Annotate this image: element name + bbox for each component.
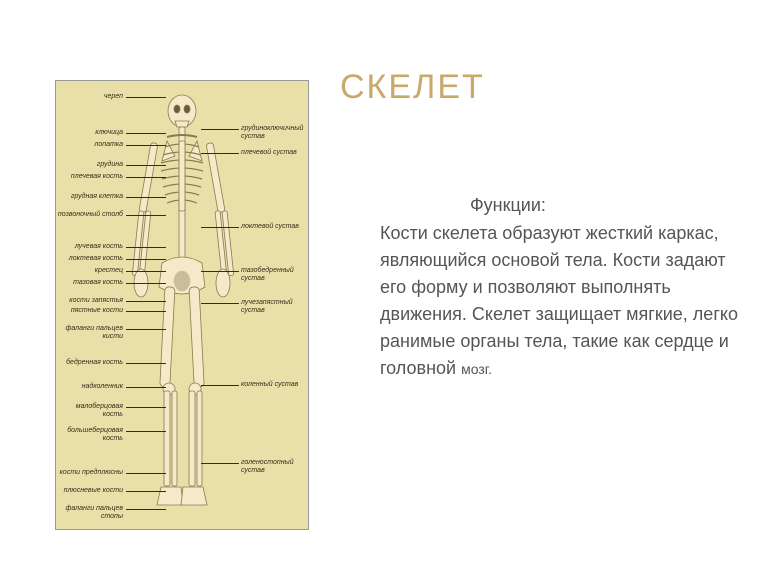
leader-line (201, 303, 239, 304)
anatomy-label-right: тазобедренный сустав (241, 267, 309, 282)
section-heading: Функции: (470, 195, 546, 216)
leader-line (126, 283, 166, 284)
leader-line (126, 431, 166, 432)
anatomy-label-left: надколенник (55, 383, 123, 391)
leader-line (126, 197, 166, 198)
skeleton-diagram-panel: череп ключица лопатка грудина плечевая кость… (55, 80, 309, 530)
leader-line (201, 153, 239, 154)
body-tail: мозг. (461, 361, 492, 377)
anatomy-label-left: локтевая кость (55, 255, 123, 263)
leader-line (201, 227, 239, 228)
anatomy-label-right: голеностопный сустав (241, 459, 309, 474)
anatomy-label-left: кости запястья (55, 297, 123, 305)
leader-line (126, 491, 166, 492)
body-main: Кости скелета образуют жесткий каркас, я… (380, 223, 738, 378)
anatomy-label-left: кости предплюсны (55, 469, 123, 477)
anatomy-label-left: бедренная кость (55, 359, 123, 367)
anatomy-label-right: лучезапястный сустав (241, 299, 309, 314)
leader-line (201, 271, 239, 272)
anatomy-label-left: пястные кости (55, 307, 123, 315)
anatomy-label-left: крестец (55, 267, 123, 275)
anatomy-label-left: плечевая кость (55, 173, 123, 181)
anatomy-label-left: фаланги пальцев стопы (55, 505, 123, 520)
anatomy-label-left: череп (55, 93, 123, 101)
leader-line (126, 177, 166, 178)
anatomy-label-left: грудная клетка (55, 193, 123, 201)
anatomy-label-left: грудина (55, 161, 123, 169)
leader-line (126, 165, 166, 166)
leader-line (126, 473, 166, 474)
anatomy-label-left: лучевая кость (55, 243, 123, 251)
leader-line (126, 301, 166, 302)
anatomy-label-right: коленный сустав (241, 381, 309, 389)
anatomy-label-left: большеберцовая кость (55, 427, 123, 442)
leader-line (126, 387, 166, 388)
anatomy-label-right: грудиноключичный сустав (241, 125, 309, 140)
leader-line (126, 145, 166, 146)
anatomy-label-right: локтевой сустав (241, 223, 309, 231)
leader-line (126, 329, 166, 330)
anatomy-label-left: тазовая кость (55, 279, 123, 287)
anatomy-label-left: лопатка (55, 141, 123, 149)
anatomy-label-left: плюсневые кости (55, 487, 123, 495)
leader-line (126, 407, 166, 408)
skeleton-figure (127, 91, 237, 521)
leader-line (126, 509, 166, 510)
body-paragraph: Кости скелета образуют жесткий каркас, я… (380, 220, 740, 382)
anatomy-label-left: малоберцовая кость (55, 403, 123, 418)
leader-line (201, 463, 239, 464)
anatomy-label-right: плечевой сустав (241, 149, 309, 157)
leader-line (126, 247, 166, 248)
leader-line (126, 311, 166, 312)
anatomy-label-left: позвоночный столб (55, 211, 123, 219)
page-title: СКЕЛЕТ (340, 68, 485, 107)
leader-line (126, 133, 166, 134)
leader-line (126, 271, 166, 272)
leader-line (201, 129, 239, 130)
leader-line (126, 363, 166, 364)
leader-line (126, 215, 166, 216)
leader-line (126, 259, 166, 260)
leader-line (201, 385, 239, 386)
leader-line (126, 97, 166, 98)
anatomy-label-left: ключица (55, 129, 123, 137)
anatomy-label-left: фаланги пальцев кисти (55, 325, 123, 340)
